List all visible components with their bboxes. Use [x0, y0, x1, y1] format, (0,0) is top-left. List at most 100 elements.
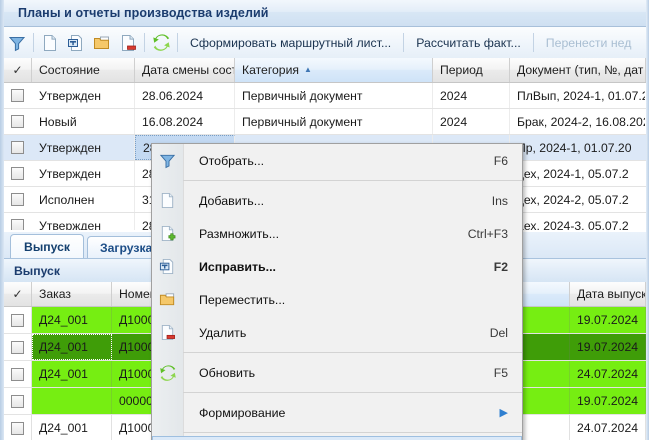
toolbar-separator [532, 33, 534, 52]
row-checkbox[interactable] [4, 187, 32, 212]
menu-item-label: Обновить [199, 365, 256, 380]
cell-order: Д24_001 [32, 361, 112, 387]
tab-vypusk[interactable]: Выпуск [10, 234, 84, 258]
cell-document: Брак, 2024-2, 16.08.202 [517, 114, 646, 129]
toolbar-separator [403, 33, 405, 52]
context-menu: Отобрать... F6 Добавить... Ins [151, 143, 523, 440]
row-checkbox[interactable] [4, 135, 32, 160]
menu-item-ispravit[interactable]: Исправить... F2 [152, 250, 522, 283]
window-titlebar: Планы и отчеты производства изделий [4, 0, 646, 27]
menu-item-label: Отобрать... [199, 153, 265, 168]
menu-item-shortcut: Del [489, 325, 508, 340]
row-checkbox[interactable] [4, 307, 32, 333]
row-checkbox[interactable] [4, 161, 32, 186]
menu-item-label: Исправить... [199, 259, 276, 274]
move-folder-icon[interactable] [89, 30, 115, 56]
menu-item-otobrat[interactable]: Отобрать... F6 [152, 144, 522, 177]
main-toolbar: Сформировать маршрутный лист... Рассчита… [4, 27, 646, 59]
form-route-sheet-button[interactable]: Сформировать маршрутный лист... [190, 35, 392, 50]
column-header-period[interactable]: Период [433, 58, 510, 82]
menu-item-shortcut: F6 [493, 153, 508, 168]
table-row[interactable]: Утвержден 28.06.2024 Первичный документ … [4, 83, 646, 109]
submenu-arrow-icon: ▶ [499, 407, 508, 419]
menu-item-rasschitat-fakt[interactable]: Рассчитать факт... [152, 436, 522, 440]
window-frame-left [0, 0, 4, 440]
menu-item-dobavit[interactable]: Добавить... Ins [152, 184, 522, 217]
move-folder-icon [152, 283, 183, 316]
menu-item-label: Удалить [199, 325, 247, 340]
toolbar-separator [33, 33, 34, 52]
column-header-select-all[interactable]: ✓ [4, 58, 32, 82]
cell-state: Исполнен [32, 187, 135, 212]
menu-item-label: Добавить... [199, 193, 265, 208]
filter-icon [152, 144, 183, 177]
column-header-category[interactable]: Категория ▲ [235, 58, 433, 82]
table-row[interactable]: Новый 16.08.2024 Первичный документ 2024… [4, 109, 646, 135]
cell-state: Утвержден [32, 83, 135, 108]
cell-release-date: 19.07.2024 [570, 334, 646, 360]
cell-sorted [460, 415, 570, 440]
cell-release-date: 19.07.2024 [570, 307, 646, 333]
menu-separator [183, 432, 522, 433]
menu-item-udalit[interactable]: Удалить Del [152, 316, 522, 349]
row-checkbox[interactable] [4, 109, 32, 134]
menu-separator [183, 352, 522, 353]
toolbar-separator [177, 33, 178, 52]
detail-panel-title: Выпуск [14, 263, 60, 278]
sort-ascending-icon: ▲ [303, 65, 312, 74]
cell-state: Утвержден [32, 161, 135, 186]
column-header-state-change-date[interactable]: Дата смены сост [135, 58, 235, 82]
menu-item-label: Формирование [199, 405, 286, 420]
cell-document: цех, 2024-1, 05.07.2 [517, 166, 629, 181]
cell-release-date: 19.07.2024 [570, 388, 646, 414]
table-header-row: ✓ Состояние Дата смены сост Категория ▲ П… [4, 58, 646, 83]
row-checkbox[interactable] [4, 334, 32, 360]
column-header-document[interactable]: Документ (тип, №, дат [510, 58, 646, 82]
menu-item-shortcut: F5 [493, 365, 508, 380]
menu-separator [183, 180, 522, 181]
cell-period: 2024 [433, 83, 510, 108]
column-header-state[interactable]: Состояние [32, 58, 135, 82]
cell-state: Утвержден [32, 213, 135, 230]
filter-icon[interactable] [4, 30, 30, 56]
column-header-order[interactable]: Заказ [32, 282, 112, 306]
toolbar-separator [144, 33, 145, 52]
cell-category: Первичный документ [235, 83, 433, 108]
calculate-fact-button[interactable]: Рассчитать факт... [416, 35, 521, 50]
row-checkbox[interactable] [4, 213, 32, 230]
menu-item-label: Переместить... [199, 292, 286, 307]
menu-item-peremestit[interactable]: Переместить... [152, 283, 522, 316]
menu-item-formirovanie[interactable]: Формирование ▶ [152, 396, 522, 429]
new-document-icon[interactable] [37, 30, 63, 56]
new-document-icon [152, 184, 183, 217]
no-icon [152, 396, 183, 429]
refresh-icon [152, 356, 183, 389]
delete-document-icon[interactable] [115, 30, 141, 56]
tab-zagruzka[interactable]: Загрузка [87, 236, 166, 258]
edit-document-icon [152, 250, 183, 283]
row-checkbox[interactable] [4, 83, 32, 108]
cell-document: цех, 2024-3, 05.07.2 [517, 218, 629, 231]
cell-order: Д24_001 [32, 415, 112, 440]
row-checkbox[interactable] [4, 361, 32, 387]
cell-order: Д24_001 [32, 334, 112, 360]
column-header-release-date[interactable]: Дата выпуска [570, 282, 646, 306]
table-row[interactable]: Д24_001 Д1000 24.07.2024 [4, 415, 646, 440]
refresh-icon[interactable] [148, 30, 174, 56]
cell-document: Пр, 2024-1, 01.07.20 [517, 140, 632, 155]
edit-document-icon[interactable] [63, 30, 89, 56]
cell-date: 28.06.2024 [135, 83, 235, 108]
cell-document: ПлВып, 2024-1, 01.07.2 [517, 88, 646, 103]
column-header-select-all[interactable]: ✓ [4, 282, 32, 306]
menu-item-razmnozhit[interactable]: Размножить... Ctrl+F3 [152, 217, 522, 250]
row-checkbox[interactable] [4, 388, 32, 414]
menu-item-label: Размножить... [199, 226, 280, 241]
row-checkbox[interactable] [4, 415, 32, 440]
menu-item-obnovit[interactable]: Обновить F5 [152, 356, 522, 389]
duplicate-document-icon [152, 217, 183, 250]
cell-order: Д24_001 [32, 307, 112, 333]
cell-date: 16.08.2024 [135, 109, 235, 134]
transfer-shortage-button: Перенести нед [545, 35, 632, 50]
cell-release-date: 24.07.2024 [570, 361, 646, 387]
menu-separator [183, 392, 522, 393]
